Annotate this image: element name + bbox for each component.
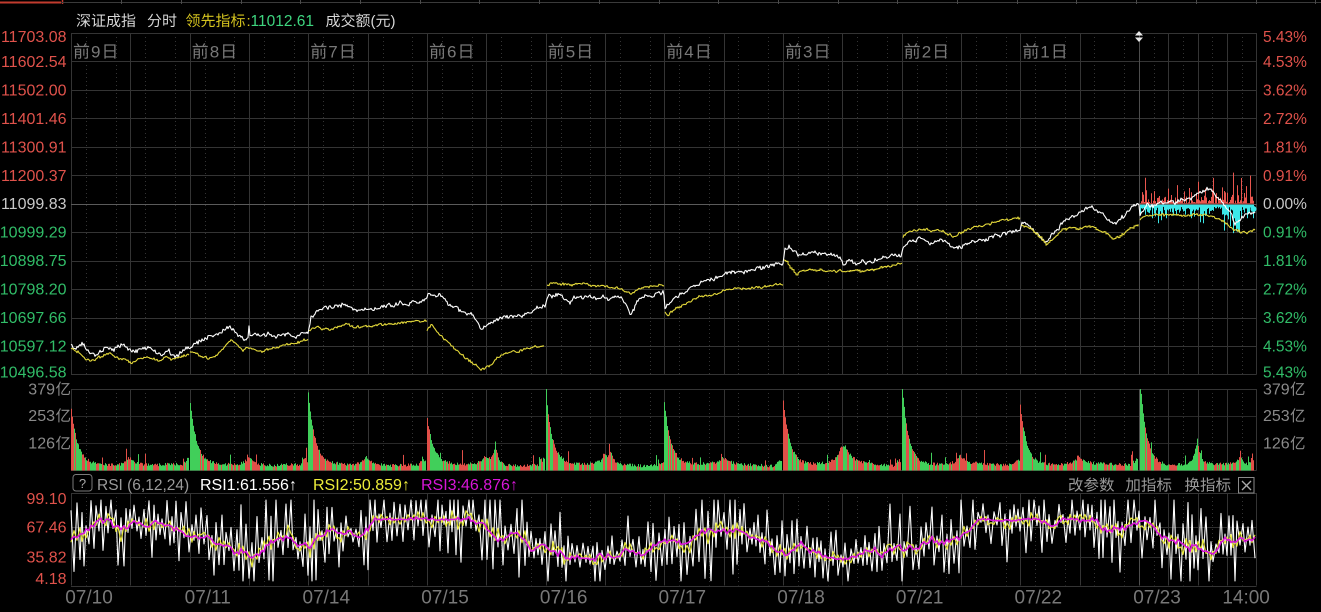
svg-text:07/14: 07/14 [303, 588, 351, 609]
svg-text:10898.75: 10898.75 [0, 253, 67, 270]
svg-text:RSI1:61.556↑: RSI1:61.556↑ [200, 477, 297, 494]
svg-text:0.91%: 0.91% [1263, 168, 1307, 185]
svg-text:?: ? [79, 476, 86, 491]
svg-text:07/10: 07/10 [65, 588, 113, 609]
svg-text:2: 2 [922, 43, 931, 62]
svg-text:11200.37: 11200.37 [1, 168, 67, 185]
svg-text:10597.12: 10597.12 [0, 339, 67, 356]
svg-text:4.18: 4.18 [35, 571, 66, 588]
svg-text:10999.29: 10999.29 [0, 225, 67, 242]
svg-text:5.43%: 5.43% [1263, 365, 1307, 382]
svg-text:2.72%: 2.72% [1263, 111, 1307, 128]
svg-text:379: 379 [1263, 382, 1290, 399]
svg-text:11300.91: 11300.91 [1, 139, 67, 156]
svg-text:07/16: 07/16 [540, 588, 588, 609]
svg-text:): ) [391, 13, 396, 30]
svg-text:3.62%: 3.62% [1263, 310, 1307, 327]
svg-text:07/23: 07/23 [1133, 588, 1181, 609]
svg-text:07/17: 07/17 [659, 588, 707, 609]
svg-text:7: 7 [328, 43, 337, 62]
svg-text:07/15: 07/15 [421, 588, 469, 609]
svg-text:0.91%: 0.91% [1263, 225, 1307, 242]
svg-text:126: 126 [28, 436, 55, 453]
svg-text:RSI (6,12,24): RSI (6,12,24) [97, 477, 189, 494]
svg-text:8: 8 [210, 43, 219, 62]
svg-text:11401.46: 11401.46 [1, 111, 67, 128]
svg-text:10798.20: 10798.20 [0, 282, 67, 299]
svg-text:RSI3:46.876↑: RSI3:46.876↑ [421, 477, 518, 494]
svg-text:67.46: 67.46 [26, 520, 66, 537]
svg-text:2.72%: 2.72% [1263, 282, 1307, 299]
svg-text:379: 379 [28, 382, 55, 399]
svg-text:253: 253 [28, 408, 55, 425]
svg-text:9: 9 [91, 43, 100, 62]
svg-text:11502.00: 11502.00 [1, 82, 67, 99]
svg-text:5: 5 [566, 43, 575, 62]
svg-text:1.81%: 1.81% [1263, 253, 1307, 270]
svg-text:4.53%: 4.53% [1263, 339, 1307, 356]
svg-text:07/18: 07/18 [777, 588, 825, 609]
svg-text:126: 126 [1263, 436, 1290, 453]
svg-text:RSI2:50.859↑: RSI2:50.859↑ [313, 477, 410, 494]
svg-text:6: 6 [447, 43, 456, 62]
svg-text:10697.66: 10697.66 [0, 310, 67, 327]
svg-text:0.00%: 0.00% [1263, 196, 1307, 213]
svg-text:07/21: 07/21 [896, 588, 944, 609]
svg-text:3: 3 [803, 43, 812, 62]
svg-text:11012.61: 11012.61 [251, 13, 315, 30]
svg-text:1.81%: 1.81% [1263, 139, 1307, 156]
svg-text:11099.83: 11099.83 [1, 196, 67, 213]
svg-text:4.53%: 4.53% [1263, 54, 1307, 71]
svg-text:4: 4 [684, 43, 693, 62]
svg-text:(: ( [371, 13, 376, 30]
svg-text:253: 253 [1263, 408, 1290, 425]
svg-text:11602.54: 11602.54 [1, 54, 67, 71]
svg-text:14:00: 14:00 [1222, 588, 1270, 609]
svg-text::: : [247, 13, 251, 30]
svg-text:07/11: 07/11 [185, 588, 231, 609]
svg-text:3.62%: 3.62% [1263, 82, 1307, 99]
svg-text:99.10: 99.10 [26, 491, 66, 508]
svg-text:5.43%: 5.43% [1263, 29, 1307, 46]
svg-text:10496.58: 10496.58 [0, 365, 67, 382]
svg-text:07/22: 07/22 [1015, 588, 1063, 609]
svg-text:11703.08: 11703.08 [1, 29, 67, 46]
svg-text:1: 1 [1040, 43, 1049, 62]
svg-text:35.82: 35.82 [26, 549, 66, 566]
